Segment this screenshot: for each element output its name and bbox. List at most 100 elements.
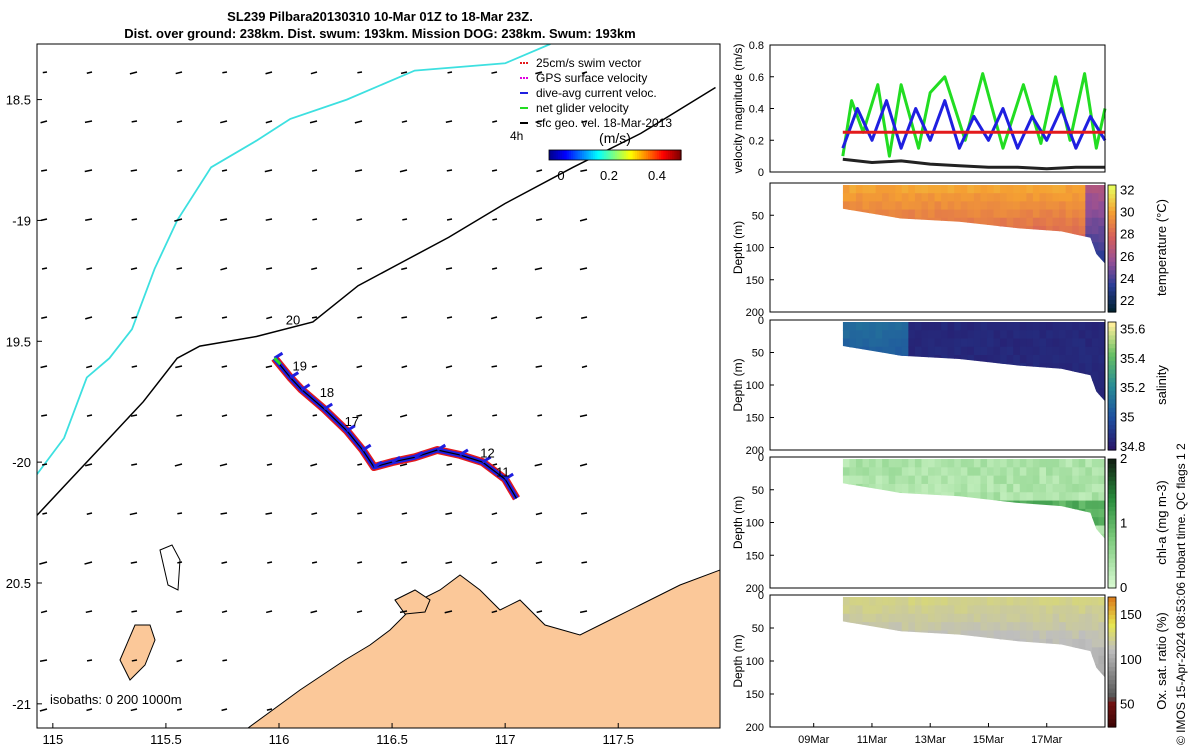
section-cell <box>901 500 910 510</box>
section-cell <box>914 533 923 539</box>
section-cell <box>1078 613 1087 623</box>
section-cell <box>908 379 916 389</box>
section-cell <box>947 664 955 674</box>
section-cell <box>1098 467 1105 477</box>
section-cell <box>908 622 916 632</box>
section-cell <box>1085 185 1093 194</box>
section-cell <box>1019 467 1028 477</box>
section-cell <box>987 388 995 397</box>
section-cell <box>921 664 929 674</box>
section-cell <box>855 517 864 527</box>
section-cell <box>987 217 995 227</box>
section-cell <box>1039 533 1047 539</box>
section-cell <box>921 330 929 340</box>
section-cell <box>895 250 903 260</box>
section-cell <box>1026 258 1034 264</box>
colorbar-segment <box>1108 185 1116 190</box>
section-cell <box>980 338 988 348</box>
section-cell <box>1000 605 1008 615</box>
section-cell <box>947 492 955 502</box>
colorbar-segment <box>1108 557 1116 563</box>
colorbar-segment <box>1108 437 1116 443</box>
section-cell <box>842 234 851 243</box>
section-cell <box>1072 346 1080 356</box>
section-cell <box>888 508 896 518</box>
surface-velocity-arrow <box>581 71 588 75</box>
section-cell <box>914 396 923 402</box>
section-cell <box>1059 250 1067 260</box>
section-cell <box>1032 258 1041 264</box>
section-cell <box>895 500 903 510</box>
section-cell <box>862 638 870 648</box>
section-cell <box>895 234 903 243</box>
section-cell <box>1039 330 1047 340</box>
section-cell <box>1072 185 1080 194</box>
surface-velocity-arrow <box>86 708 93 712</box>
section-cell <box>954 664 962 674</box>
surface-velocity-arrow <box>311 512 318 516</box>
colorbar-segment <box>615 150 618 160</box>
section-cell <box>869 517 877 527</box>
section-cell <box>987 638 995 648</box>
section-cell <box>1065 388 1073 397</box>
section-cell <box>908 258 916 264</box>
section-cell <box>960 338 969 348</box>
section-cell <box>1059 638 1067 648</box>
section-cell <box>921 647 929 657</box>
section-cell <box>1091 459 1100 469</box>
surface-velocity-arrow <box>174 463 183 467</box>
section-cell <box>928 346 936 356</box>
section-cell <box>947 459 955 469</box>
section-cell <box>973 467 982 477</box>
section-cell <box>842 630 851 640</box>
section-cell <box>1065 371 1073 381</box>
surface-velocity-arrow <box>311 169 318 172</box>
section-cell <box>882 338 890 348</box>
section-cell <box>1052 363 1060 373</box>
surface-velocity-arrow <box>535 365 543 368</box>
section-cell <box>1039 209 1047 219</box>
section-cell <box>1006 638 1014 648</box>
section-cell <box>895 225 903 235</box>
section-cell <box>908 508 916 518</box>
section-cell <box>967 622 975 632</box>
section-cell <box>1072 655 1080 665</box>
section-cell <box>928 467 936 477</box>
section-cell <box>849 655 857 665</box>
section-cell <box>849 388 857 397</box>
section-cell <box>875 217 883 227</box>
section-cell <box>1026 672 1034 678</box>
colorbar-segment <box>1108 356 1116 361</box>
section-cell <box>1019 500 1028 510</box>
section-cell <box>973 217 982 227</box>
section-cell <box>973 655 982 665</box>
section-cell <box>947 371 955 381</box>
section-cell <box>1039 371 1047 381</box>
track-day-label: 17 <box>345 414 359 429</box>
section-cell <box>1078 201 1087 211</box>
section-cell <box>1026 371 1034 381</box>
map-x-tick-label: 116 <box>269 732 290 747</box>
section-cell <box>1098 346 1105 356</box>
section-cell <box>855 483 864 493</box>
colorbar-segment <box>610 150 614 160</box>
section-cell <box>1065 338 1073 348</box>
colorbar-segment <box>1108 278 1116 283</box>
section-cell <box>928 672 936 678</box>
colorbar-segment <box>1108 662 1116 667</box>
section-cell <box>901 483 910 493</box>
section-cell <box>967 185 975 194</box>
section-cell <box>960 483 969 493</box>
section-cell <box>908 597 916 607</box>
section-cell <box>967 322 975 331</box>
surface-velocity-arrow <box>492 414 498 417</box>
section-cell <box>960 396 969 402</box>
section-cell <box>869 655 877 665</box>
section-cell <box>1019 355 1028 364</box>
section-cell <box>901 371 910 381</box>
section-cell <box>987 225 995 235</box>
section-cell <box>967 217 975 227</box>
surface-velocity-arrow <box>401 512 408 515</box>
section-cell <box>1032 467 1041 477</box>
